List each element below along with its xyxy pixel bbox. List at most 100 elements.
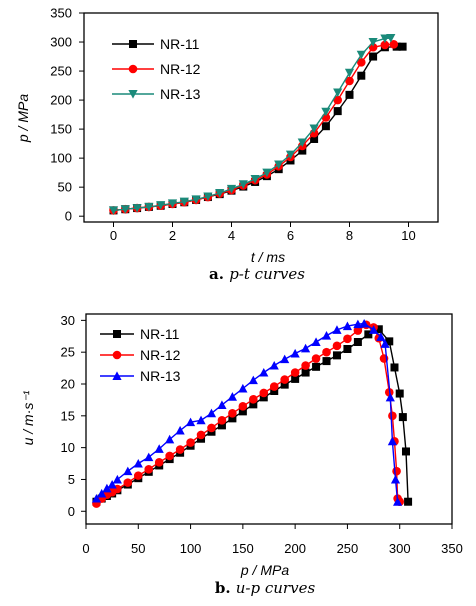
data-point xyxy=(108,206,119,215)
data-point xyxy=(102,483,112,493)
data-point xyxy=(353,319,363,329)
y-tick-label: 5 xyxy=(68,472,75,487)
data-point xyxy=(395,389,404,398)
data-point xyxy=(374,325,383,334)
data-point xyxy=(297,138,307,148)
data-point xyxy=(312,362,321,371)
data-point xyxy=(368,38,378,47)
data-point xyxy=(238,407,247,416)
data-point xyxy=(206,408,217,418)
data-point xyxy=(344,68,355,78)
data-point xyxy=(280,375,289,384)
data-point xyxy=(398,42,407,51)
x-tick-label: 0 xyxy=(82,541,89,556)
data-point xyxy=(401,447,410,456)
data-point xyxy=(154,457,164,467)
x-axis-label: p / MPa xyxy=(240,562,289,578)
data-point xyxy=(356,50,366,60)
chart-u-p: 0 50 100 150 200 250 300 350 0 5 10 15 20 25 30 p / MPa… xyxy=(20,313,463,597)
x-tick-label: 200 xyxy=(284,541,306,556)
legend-marker xyxy=(113,330,121,338)
x-tick-label: 6 xyxy=(287,228,294,243)
caption-text: p-t curves xyxy=(229,265,305,283)
plot-frame xyxy=(85,313,453,525)
data-point xyxy=(333,95,343,105)
data-point xyxy=(144,202,154,212)
data-point xyxy=(133,471,143,480)
data-point xyxy=(386,33,396,43)
data-point xyxy=(259,393,268,402)
data-point xyxy=(342,321,353,331)
y-tick-label: 15 xyxy=(61,408,75,423)
data-point xyxy=(357,58,366,67)
data-point xyxy=(387,436,397,446)
x-tick-label: 4 xyxy=(228,228,235,243)
x-tick-label: 250 xyxy=(337,541,359,556)
data-point xyxy=(311,354,321,363)
y-tick-label: 25 xyxy=(61,345,75,360)
data-point xyxy=(343,345,352,353)
data-point xyxy=(376,332,386,341)
x-tick-label: 150 xyxy=(232,541,254,556)
data-point xyxy=(238,401,248,411)
data-point xyxy=(369,52,378,61)
y-tick-label: 10 xyxy=(61,440,75,455)
data-point xyxy=(270,387,279,395)
legend-label: NR-13 xyxy=(160,86,201,102)
plot-frame xyxy=(83,12,439,223)
x-tick-label: 2 xyxy=(169,228,176,243)
series-nr-11 xyxy=(109,42,407,215)
caption-text: u-p curves xyxy=(236,579,316,597)
y-tick-label: 50 xyxy=(58,180,72,195)
x-tick-label: 50 xyxy=(131,541,145,556)
series-nr-13 xyxy=(91,318,403,506)
data-point xyxy=(280,380,289,389)
data-point xyxy=(388,411,397,421)
data-point xyxy=(291,374,300,383)
data-point xyxy=(298,146,307,155)
data-point xyxy=(238,180,248,189)
data-point xyxy=(309,124,319,134)
data-point xyxy=(280,354,290,364)
data-point xyxy=(227,392,237,401)
caption-letter: b. xyxy=(215,579,236,597)
data-point xyxy=(196,430,206,440)
legend-marker xyxy=(112,350,122,360)
data-point xyxy=(364,330,373,339)
data-point xyxy=(259,388,269,398)
data-point xyxy=(228,408,237,418)
data-point xyxy=(185,417,196,427)
data-point xyxy=(392,466,401,476)
series-nr-12 xyxy=(92,320,405,508)
y-tick-label: 0 xyxy=(68,504,75,519)
data-point xyxy=(238,383,248,393)
data-point xyxy=(91,493,102,503)
caption-letter: a. xyxy=(209,265,229,283)
data-point xyxy=(332,325,342,334)
legend: NR-11 NR-12 NR-13 xyxy=(112,36,201,102)
data-point xyxy=(274,160,284,170)
data-point xyxy=(144,452,154,462)
legend-label: NR-11 xyxy=(140,326,180,342)
data-point xyxy=(357,71,366,80)
data-point xyxy=(217,421,226,430)
data-point xyxy=(133,458,143,468)
y-tick-label: 150 xyxy=(50,122,72,137)
y-tick-label: 350 xyxy=(50,6,72,21)
legend-marker xyxy=(128,64,138,74)
data-point xyxy=(368,325,379,334)
legend-marker xyxy=(128,90,138,99)
data-point xyxy=(398,413,407,422)
data-point xyxy=(132,204,142,213)
legend: NR-11 NR-12 NR-13 xyxy=(100,326,181,384)
data-point xyxy=(165,451,174,461)
data-point xyxy=(301,368,310,377)
data-point xyxy=(248,375,258,385)
data-point xyxy=(333,107,342,116)
data-point xyxy=(165,434,175,444)
x-tick-label: 350 xyxy=(441,541,463,556)
legend-marker xyxy=(129,40,137,48)
data-point xyxy=(191,195,201,204)
data-point xyxy=(215,188,225,198)
x-tick-label: 0 xyxy=(110,228,117,243)
